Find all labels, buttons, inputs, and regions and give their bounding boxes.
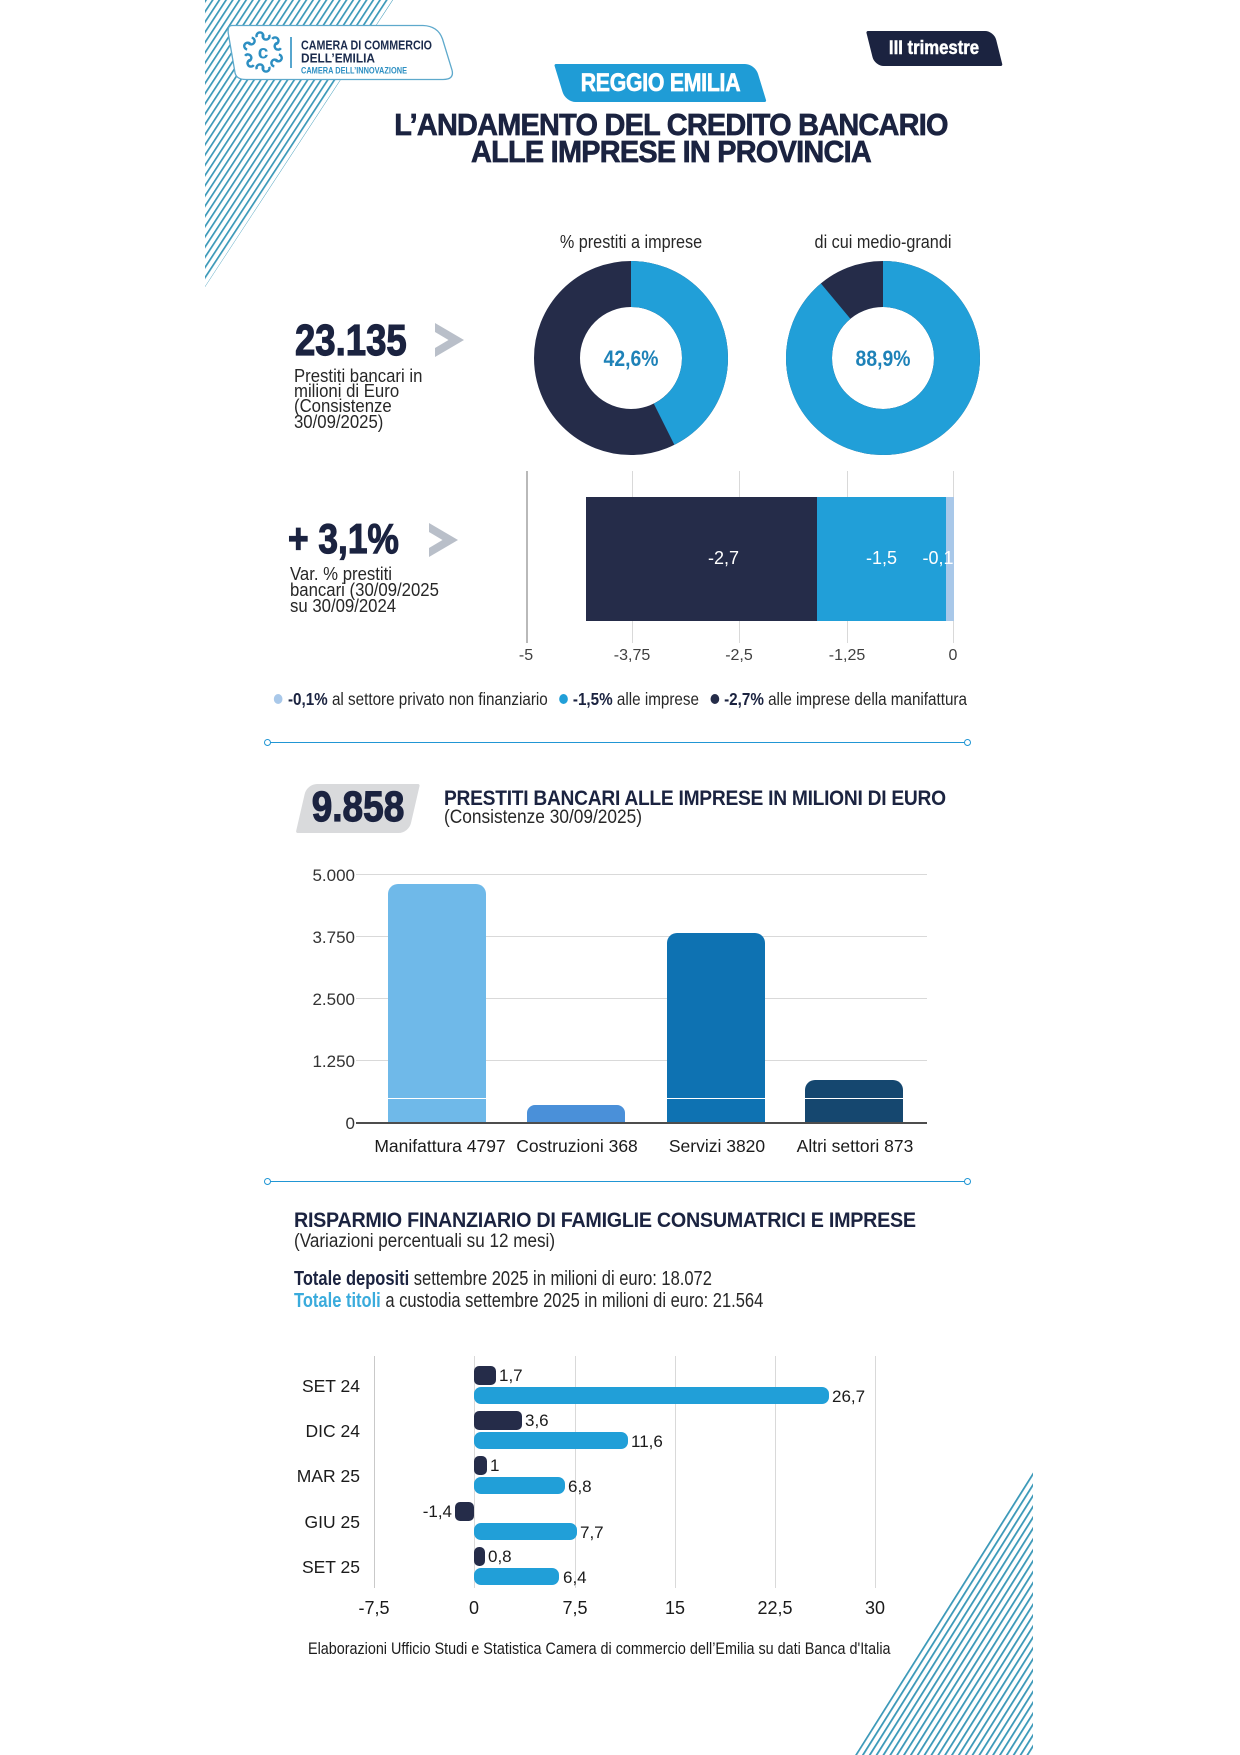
- svg-text:42,6%: 42,6%: [604, 347, 659, 371]
- svg-text:CAMERA DELL’INNOVAZIONE: CAMERA DELL’INNOVAZIONE: [301, 66, 407, 77]
- svg-text:88,9%: 88,9%: [856, 347, 911, 371]
- svg-text:c: c: [258, 43, 269, 64]
- svg-text:CAMERA DI COMMERCIO: CAMERA DI COMMERCIO: [301, 38, 432, 53]
- svg-text:DELL’EMILIA: DELL’EMILIA: [301, 51, 376, 66]
